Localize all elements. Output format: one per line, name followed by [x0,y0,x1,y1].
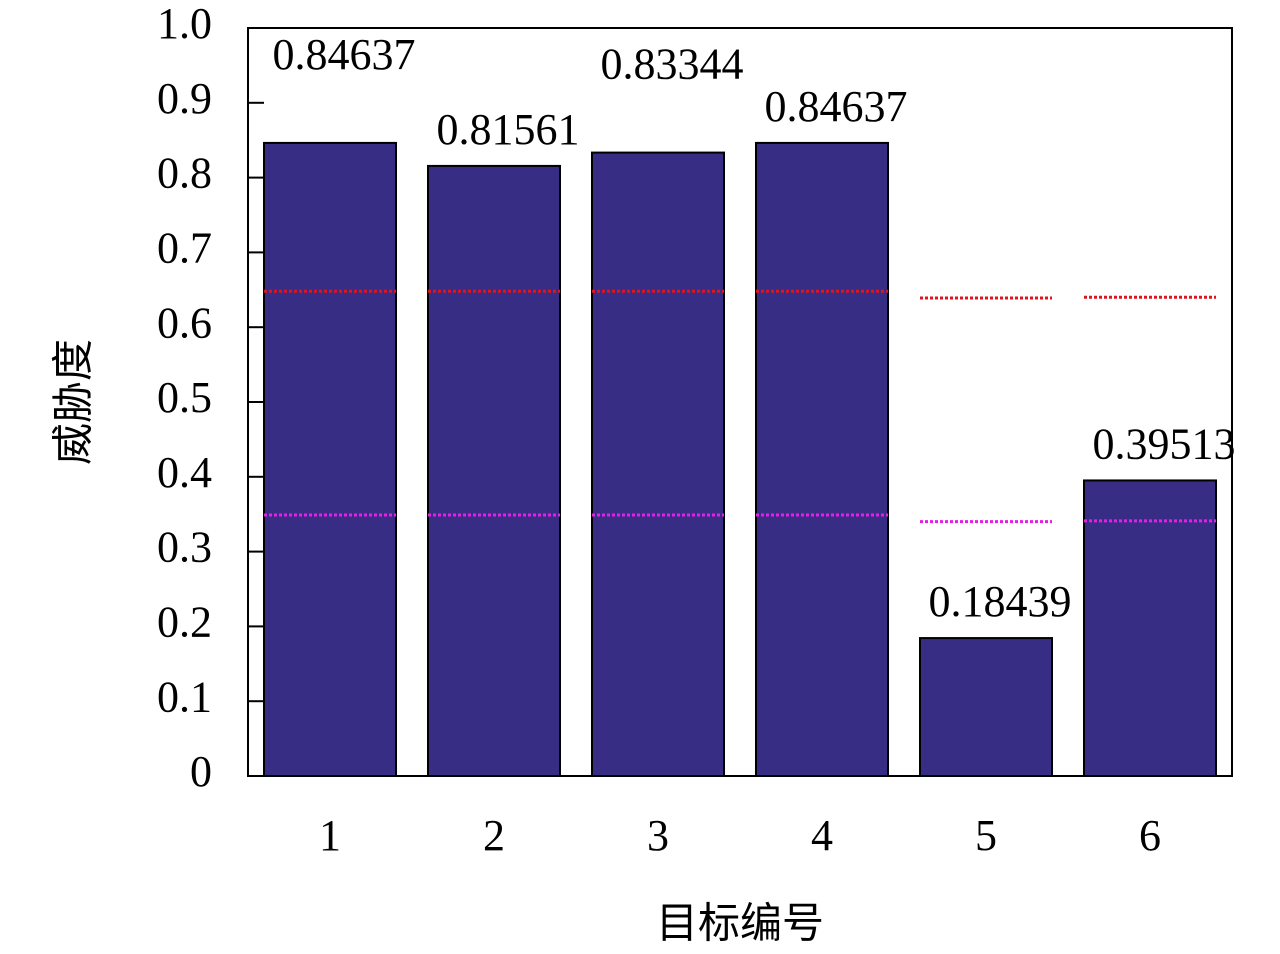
y-tick-label: 0.9 [157,74,212,123]
x-tick-label: 2 [483,811,505,860]
y-tick-label: 0.5 [157,373,212,422]
value-label: 0.83344 [601,40,744,89]
bar [427,164,561,778]
bar [1083,479,1217,777]
x-tick-label: 1 [319,811,341,860]
y-tick-label: 0.7 [157,223,212,272]
x-axis-label: 目标编号 [656,899,824,948]
x-tick-label: 3 [647,811,669,860]
y-tick-label: 0.6 [157,298,212,347]
value-label: 0.84637 [765,82,908,131]
bar [755,141,889,778]
plot-frame [247,27,1233,777]
y-tick-label: 0.1 [157,672,212,721]
bar [263,141,397,778]
value-label: 0.81561 [437,105,580,154]
x-tick-label: 5 [975,811,997,860]
y-axis-label: 威胁度 [49,339,98,465]
bar [591,151,725,778]
x-tick-label: 4 [811,811,833,860]
y-tick-label: 0.3 [157,523,212,572]
bar [919,637,1053,778]
y-tick-label: 1.0 [157,0,212,48]
value-label: 0.18439 [929,577,1072,626]
x-tick-label: 6 [1139,811,1161,860]
y-tick-label: 0 [190,747,212,796]
y-tick-label: 0.8 [157,149,212,198]
value-label: 0.39513 [1093,420,1236,469]
y-tick-label: 0.4 [157,448,212,497]
value-label: 0.84637 [273,30,416,79]
y-tick-label: 0.2 [157,597,212,646]
